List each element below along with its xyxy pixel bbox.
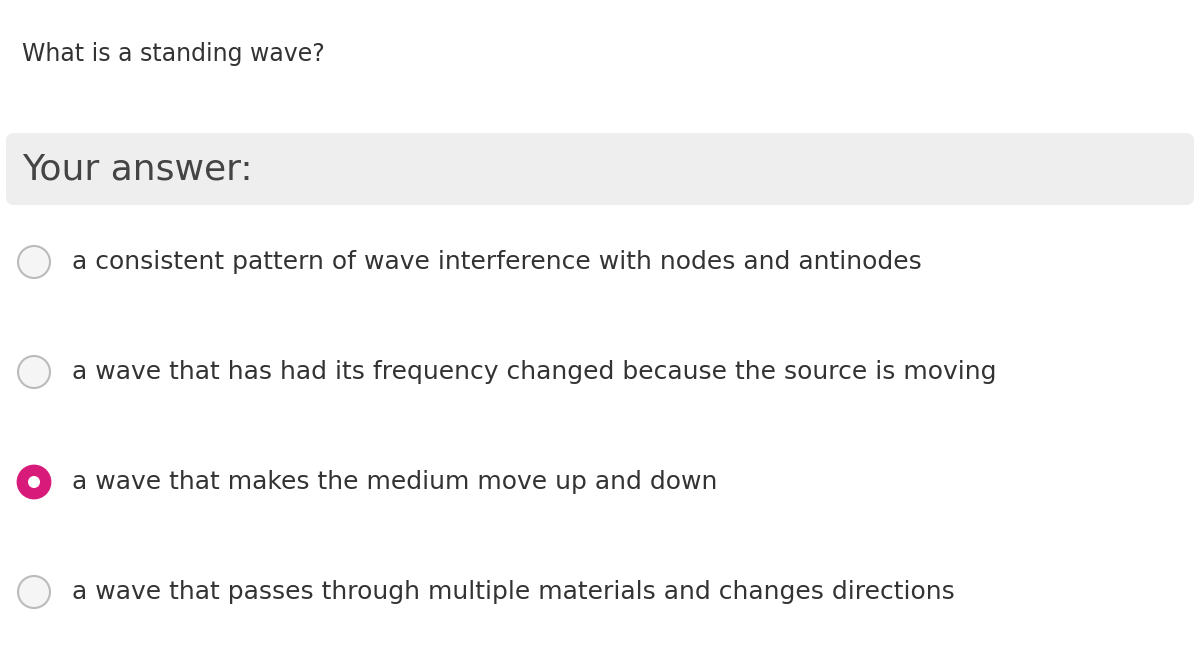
Ellipse shape bbox=[28, 476, 40, 488]
Ellipse shape bbox=[18, 246, 50, 278]
Text: a consistent pattern of wave interference with nodes and antinodes: a consistent pattern of wave interferenc… bbox=[72, 250, 922, 274]
Text: Your answer:: Your answer: bbox=[22, 152, 253, 186]
FancyBboxPatch shape bbox=[6, 133, 1194, 205]
Ellipse shape bbox=[18, 466, 50, 498]
Ellipse shape bbox=[18, 356, 50, 388]
Text: a wave that makes the medium move up and down: a wave that makes the medium move up and… bbox=[72, 470, 718, 494]
Text: a wave that has had its frequency changed because the source is moving: a wave that has had its frequency change… bbox=[72, 360, 996, 384]
Ellipse shape bbox=[18, 576, 50, 608]
Text: a wave that passes through multiple materials and changes directions: a wave that passes through multiple mate… bbox=[72, 580, 955, 604]
Text: What is a standing wave?: What is a standing wave? bbox=[22, 42, 325, 66]
